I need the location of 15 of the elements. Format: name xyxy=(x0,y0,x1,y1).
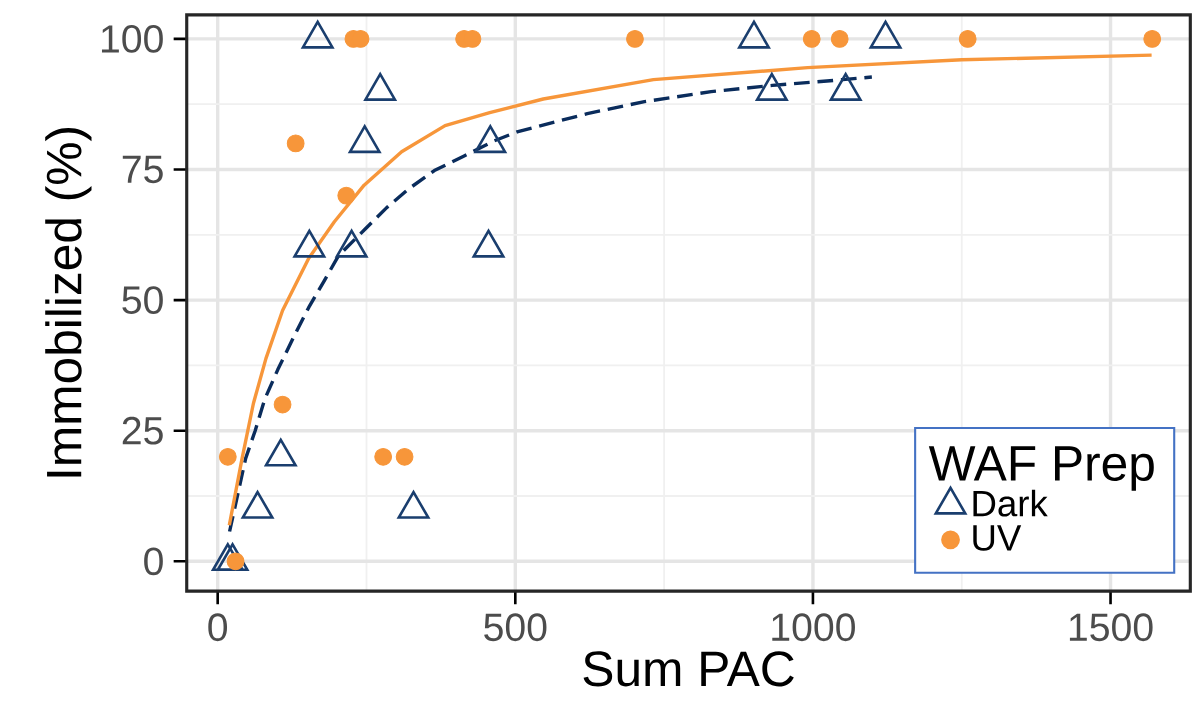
y-tick-label: 50 xyxy=(122,286,163,315)
legend-label: UV xyxy=(973,525,1022,551)
x-tick-label: 1500 xyxy=(1069,613,1153,642)
x-axis-title: Sum PAC xyxy=(583,651,794,687)
line-series xyxy=(227,53,1154,527)
line-series xyxy=(227,75,874,534)
y-tick-label: 100 xyxy=(101,25,163,53)
y-tick-label: 25 xyxy=(122,416,163,445)
y-axis-title: Immobilized (%) xyxy=(45,128,92,477)
x-tick-label: 1000 xyxy=(772,613,855,642)
y-tick-label: 0 xyxy=(144,547,163,576)
y-tick-label: 75 xyxy=(122,155,163,184)
legend-label: Dark xyxy=(973,489,1048,517)
x-tick-label: 500 xyxy=(484,613,547,642)
x-tick-label: 0 xyxy=(208,613,228,642)
